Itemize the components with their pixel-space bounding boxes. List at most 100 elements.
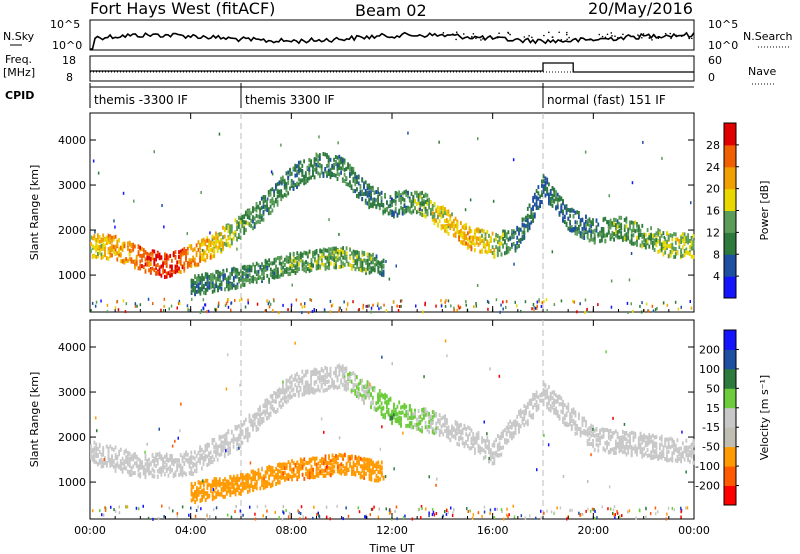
echo-cell: [442, 213, 445, 218]
echo-cell: [678, 245, 681, 249]
echo-cell: [375, 190, 378, 194]
echo-cell: [451, 221, 453, 226]
echo-cell: [287, 394, 290, 398]
echo-cell: [273, 271, 276, 276]
echo-cell: [379, 270, 381, 275]
echo-cell: [375, 198, 378, 203]
echo-cell: [102, 254, 105, 259]
echo-cell: [128, 257, 131, 262]
echo-cell: [530, 212, 533, 217]
echo-cell: [403, 210, 406, 215]
echo-cell: [562, 199, 564, 204]
ground-speck: [117, 308, 120, 312]
echo-cell: [340, 259, 343, 264]
echo-cell: [373, 202, 376, 206]
echo-cell: [363, 185, 365, 190]
echo-cell: [148, 457, 150, 462]
echo-cell: [424, 425, 427, 430]
echo-cell: [426, 198, 429, 203]
echo-cell: [278, 261, 281, 266]
echo-cell: [370, 269, 373, 274]
echo-cell: [398, 400, 401, 405]
echo-cell: [243, 271, 246, 276]
echo-cell: [474, 450, 476, 455]
echo-cell: [190, 458, 193, 463]
echo-cell: [291, 269, 293, 273]
echo-cell: [320, 367, 323, 372]
echo-cell: [435, 218, 438, 223]
echo-cell: [95, 442, 98, 447]
echo-cell: [576, 427, 578, 432]
echo-cell: [689, 245, 691, 250]
echo-cell: [412, 412, 415, 417]
echo-cell: [673, 246, 675, 251]
echo-cell: [393, 403, 395, 408]
echo-cell: [128, 252, 131, 257]
echo-cell: [570, 410, 573, 415]
echo-cell: [470, 243, 473, 248]
echo-cell: [609, 233, 612, 238]
echo-cell: [352, 252, 355, 257]
echo-cell: [576, 431, 578, 436]
colorbar-segment: [724, 254, 736, 277]
echo-cell: [627, 449, 630, 454]
echo-cell: [542, 189, 545, 194]
echo-cell: [285, 256, 288, 261]
echo-cell: [220, 282, 223, 287]
echo-cell: [352, 255, 355, 260]
echo-cell: [195, 453, 198, 458]
echo-cell: [234, 218, 237, 223]
echo-cell: [578, 224, 580, 229]
echo-cell: [267, 412, 270, 417]
echo-cell: [264, 268, 267, 272]
echo-cell: [146, 468, 149, 473]
echo-cell: [334, 369, 337, 374]
echo-cell: [220, 286, 223, 291]
echo-cell: [354, 267, 357, 272]
echo-cell: [222, 242, 224, 247]
echo-cell: [544, 184, 547, 189]
date-label: 20/May/2016: [588, 0, 693, 18]
echo-cell: [637, 439, 640, 444]
echo-cell: [326, 248, 329, 253]
echo-cell: [493, 451, 496, 456]
echo-cell: [562, 402, 564, 407]
echo-cell: [657, 239, 660, 244]
echo-cells: [90, 131, 695, 315]
echo-cell: [257, 276, 260, 281]
echo-cell: [324, 378, 327, 383]
echo-cell: [156, 469, 159, 474]
echo-cell: [489, 249, 492, 254]
echo-cell: [528, 399, 531, 404]
echo-cell: [204, 457, 207, 462]
echo-cell: [496, 246, 499, 251]
echo-cell: [611, 431, 614, 436]
ground-speck: [345, 307, 348, 311]
echo-cell: [195, 253, 198, 257]
echo-cell: [356, 261, 359, 265]
echo-cell: [373, 268, 376, 273]
echo-cell: [560, 205, 563, 210]
echo-cell: [470, 240, 473, 245]
echo-cell: [447, 231, 450, 236]
ground-speck: [106, 310, 109, 314]
echo-cell: [600, 435, 603, 440]
echo-cell: [546, 401, 549, 406]
echo-cell: [322, 152, 325, 156]
echo-cell: [486, 242, 489, 247]
echo-cell: [148, 255, 150, 260]
ground-speck: [640, 310, 643, 314]
echo-cell: [356, 375, 358, 380]
echo-cell: [454, 223, 457, 228]
echo-cell: [333, 157, 335, 162]
echo-cell: [378, 192, 381, 197]
echo-cell: [431, 421, 434, 425]
echo-cell: [319, 373, 321, 378]
echo-cell: [482, 242, 485, 247]
echo-cell: [193, 468, 196, 473]
echo-cell: [141, 253, 143, 258]
echo-cell: [602, 229, 605, 234]
echo-cell: [622, 438, 624, 443]
echo-cell: [315, 168, 318, 173]
echo-cell: [248, 273, 251, 278]
